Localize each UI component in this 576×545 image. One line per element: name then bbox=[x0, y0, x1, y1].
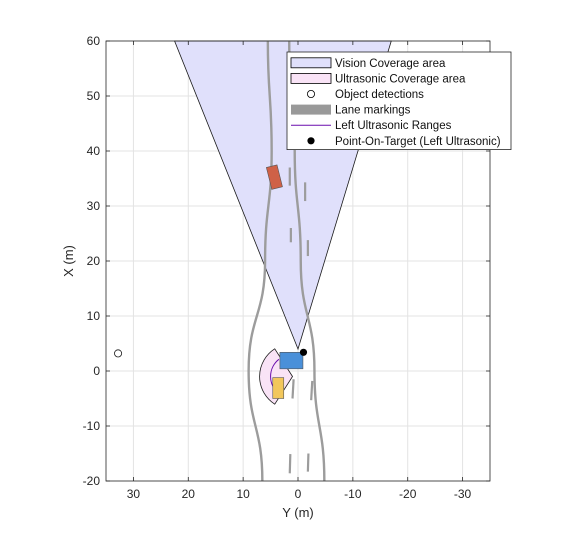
lane-marking-dash bbox=[310, 380, 314, 401]
y-axis-label: X (m) bbox=[61, 245, 76, 277]
lane-marking-dash bbox=[291, 379, 295, 399]
x-tick-label: -10 bbox=[344, 487, 362, 501]
x-tick-label: -20 bbox=[399, 487, 417, 501]
legend-entry-label: Object detections bbox=[335, 89, 424, 101]
legend-swatch bbox=[306, 90, 315, 99]
legend-swatch bbox=[290, 57, 332, 69]
y-tick-label: 50 bbox=[87, 89, 101, 103]
y-tick-label: 20 bbox=[87, 254, 101, 268]
x-tick-label: 0 bbox=[295, 487, 302, 501]
object-detection-point bbox=[114, 349, 123, 358]
x-axis-label: Y (m) bbox=[282, 505, 314, 520]
x-tick-label: 20 bbox=[182, 487, 196, 501]
legend-entry-label: Vision Coverage area bbox=[335, 58, 446, 70]
legend-entry-label: Left Ultrasonic Ranges bbox=[335, 120, 452, 132]
legend-entry-label: Lane markings bbox=[335, 105, 411, 117]
vehicle-ego bbox=[279, 351, 304, 370]
lane-marking-solid bbox=[247, 40, 273, 482]
y-tick-label: -10 bbox=[83, 419, 101, 433]
y-tick-label: 40 bbox=[87, 144, 101, 158]
y-tick-label: 60 bbox=[87, 34, 101, 48]
lane-marking-dash bbox=[288, 454, 292, 474]
y-tick-label: 30 bbox=[87, 199, 101, 213]
x-tick-label: 30 bbox=[127, 487, 141, 501]
y-tick-label: 10 bbox=[87, 309, 101, 323]
lane-marking-dash bbox=[306, 453, 310, 472]
legend-entry-label: Point-On-Target (Left Ultrasonic) bbox=[335, 136, 501, 148]
x-tick-label: 10 bbox=[236, 487, 250, 501]
legend-swatch bbox=[291, 104, 331, 115]
ultrasonic-coverage-area bbox=[259, 348, 293, 405]
x-tick-label: -30 bbox=[454, 487, 472, 501]
legend-box bbox=[286, 51, 512, 150]
legend-swatch bbox=[290, 73, 332, 84]
legend-swatch bbox=[307, 137, 315, 145]
legend-entry-label: Ultrasonic Coverage area bbox=[335, 73, 466, 85]
vehicle-left-car bbox=[272, 377, 285, 399]
point-on-target bbox=[299, 348, 308, 356]
y-tick-label: 0 bbox=[93, 364, 100, 378]
vehicle-front-car bbox=[265, 164, 283, 190]
y-tick-label: -20 bbox=[83, 474, 101, 488]
